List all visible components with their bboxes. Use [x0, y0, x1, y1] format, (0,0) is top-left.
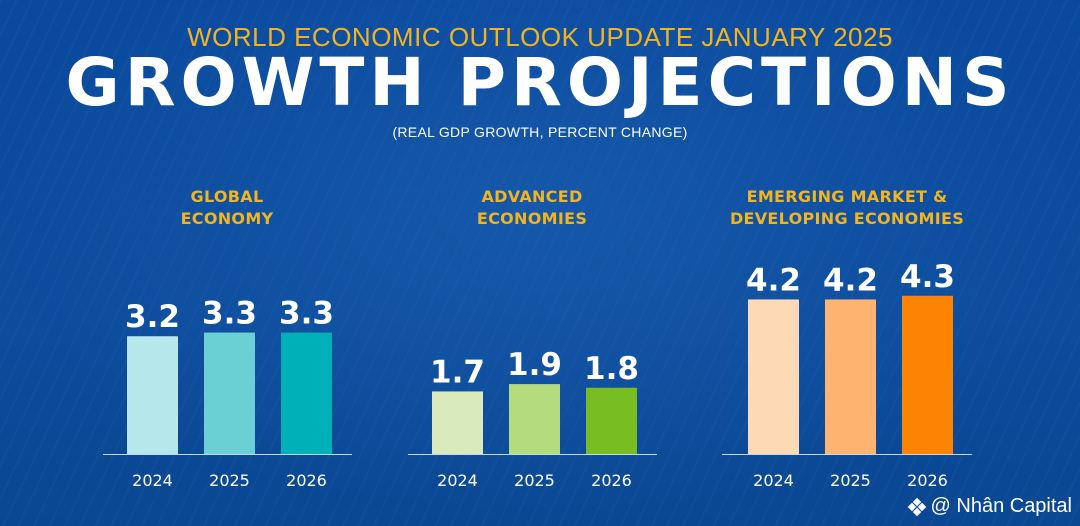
data-label: 3.2	[125, 299, 180, 335]
tick-label: 2024	[132, 471, 173, 490]
tick-label: 2026	[907, 471, 948, 490]
bar	[825, 299, 876, 454]
bar	[586, 387, 637, 454]
panel-title-emerging: EMERGING MARKET & DEVELOPING ECONOMIES	[687, 186, 1007, 230]
watermark-text: @ Nhân Capital	[930, 495, 1072, 517]
page-title: GROWTH PROJECTIONS	[65, 44, 1015, 121]
diamond-logo-icon	[907, 497, 926, 516]
report-subtitle: WORLD ECONOMIC OUTLOOK UPDATE JANUARY 20…	[187, 22, 893, 52]
data-label: 3.3	[202, 296, 257, 332]
panel-title-line: GLOBAL	[190, 187, 264, 206]
bar	[432, 391, 483, 454]
tick-label: 2024	[437, 471, 478, 490]
bar	[902, 295, 953, 454]
data-label: 4.2	[746, 262, 801, 298]
tick-label: 2025	[209, 471, 250, 490]
bar	[127, 336, 178, 454]
data-label: 1.8	[584, 351, 639, 387]
watermark: @ Nhân Capital	[907, 495, 1072, 518]
bar	[509, 384, 560, 454]
tick-label: 2025	[514, 471, 555, 490]
data-label: 4.2	[823, 262, 878, 298]
tick-label: 2024	[753, 471, 794, 490]
panel-title-line: ECONOMY	[180, 209, 274, 228]
panel-title-line: DEVELOPING ECONOMIES	[729, 209, 965, 228]
tick-label: 2026	[286, 471, 327, 490]
panel-title-advanced: ADVANCED ECONOMIES	[372, 186, 692, 230]
panel-title-line: ECONOMIES	[476, 209, 588, 228]
bar	[204, 332, 255, 454]
data-label: 4.3	[900, 259, 955, 295]
bar	[281, 332, 332, 454]
data-label: 3.3	[279, 296, 334, 332]
tick-label: 2026	[591, 471, 632, 490]
bar	[748, 299, 799, 454]
data-label: 1.7	[430, 354, 485, 390]
units-note: (REAL GDP GROWTH, PERCENT CHANGE)	[392, 124, 688, 140]
panel-title-line: EMERGING MARKET &	[746, 187, 948, 206]
panel-title-line: ADVANCED	[481, 187, 583, 206]
panel-title-global: GLOBAL ECONOMY	[67, 186, 387, 230]
tick-label: 2025	[830, 471, 871, 490]
data-label: 1.9	[507, 347, 562, 383]
